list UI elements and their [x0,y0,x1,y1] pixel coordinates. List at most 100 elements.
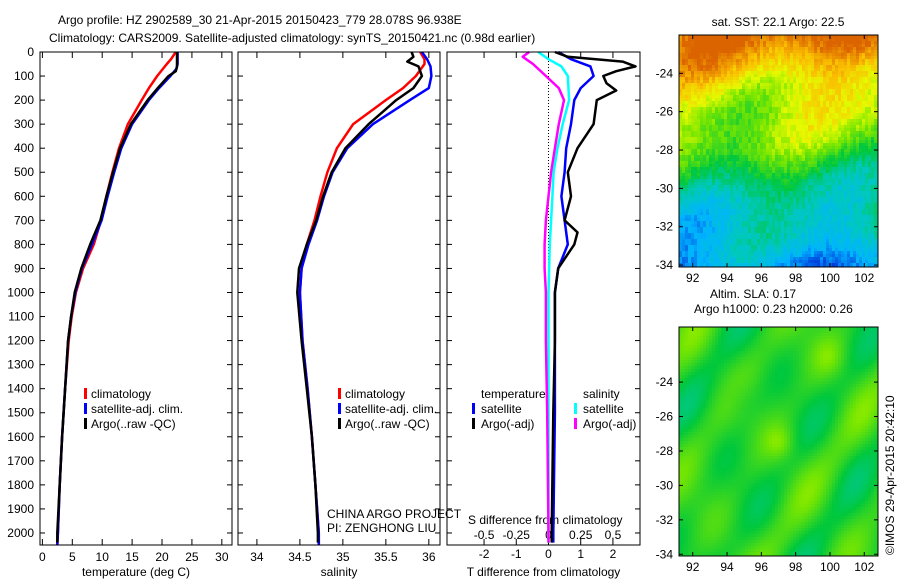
map-cell [835,104,838,107]
map-cell [757,215,760,218]
map-cell [745,254,748,257]
map-cell [787,176,790,179]
map-cell [832,101,835,104]
map-cell [820,83,823,86]
map-cell [847,131,850,134]
map-cell [817,122,820,125]
legend-label: Argo(-adj) [583,417,636,431]
map-cell [751,149,754,152]
map-cell [790,92,793,95]
map-cell [730,209,733,212]
map-cell [787,47,790,50]
map-cell [706,146,709,149]
map-cell [829,257,832,260]
map-cell [724,242,727,245]
map-cell [781,203,784,206]
map-cell [820,161,823,164]
map-cell [787,200,790,203]
map-cell [691,71,694,74]
map-cell [688,62,691,65]
map-cell [841,254,844,257]
map-cell [832,188,835,191]
map-cell [832,35,835,38]
map-cell [823,149,826,152]
map-cell [769,182,772,185]
map-cell [685,248,688,251]
map-cell [796,260,799,263]
map-cell [775,83,778,86]
map-cell [820,59,823,62]
map-cell [700,185,703,188]
map-cell [817,62,820,65]
map-cell [748,119,751,122]
map-cell [727,218,730,221]
map-cell [796,251,799,254]
map-cell [829,218,832,221]
map-cell [772,236,775,239]
map-cell [715,179,718,182]
map-cell [682,176,685,179]
map-cell [814,152,817,155]
map-cell [817,119,820,122]
map-cell [736,227,739,230]
map-cell [754,53,757,56]
map-cell [775,122,778,125]
map-cell [709,257,712,260]
map-cell [697,254,700,257]
map-cell [826,161,829,164]
map-cell [790,233,793,236]
map-cell [724,185,727,188]
map-cell [832,239,835,242]
map-cell [742,206,745,209]
map-cell [829,71,832,74]
map-cell [823,143,826,146]
map-cell [811,197,814,200]
map-cell [859,227,862,230]
map-cell [859,182,862,185]
map-cell [685,80,688,83]
map-cell [754,140,757,143]
map-cell [682,101,685,104]
map-cell [757,80,760,83]
map-cell [793,134,796,137]
map-cell [724,119,727,122]
map-cell [724,155,727,158]
map-cell [751,197,754,200]
map-cell [781,122,784,125]
map-cell [823,236,826,239]
map-cell [844,200,847,203]
map-cell [688,152,691,155]
map-cell [778,209,781,212]
map-cell [679,206,682,209]
map-cell [697,176,700,179]
map-cell [784,77,787,80]
map-cell [688,164,691,167]
map-cell [793,146,796,149]
map-cell [745,41,748,44]
map-cell [835,107,838,110]
map-cell [724,125,727,128]
map-cell [730,74,733,77]
map-cell [832,98,835,101]
map-cell [766,86,769,89]
map-cell [826,176,829,179]
map-cell [754,197,757,200]
map-cell [751,104,754,107]
map-cell [778,35,781,38]
map-cell [739,185,742,188]
map-cell [721,224,724,227]
map-cell [841,242,844,245]
map-cell [847,125,850,128]
map-cell [811,182,814,185]
map-cell [826,215,829,218]
map-cell [835,212,838,215]
map-cell [835,95,838,98]
map-cell [847,113,850,116]
map-cell [814,176,817,179]
map-cell [688,38,691,41]
map-cell [733,182,736,185]
map-cell [850,194,853,197]
map-cell [706,122,709,125]
map-cell [715,176,718,179]
map-cell [748,152,751,155]
